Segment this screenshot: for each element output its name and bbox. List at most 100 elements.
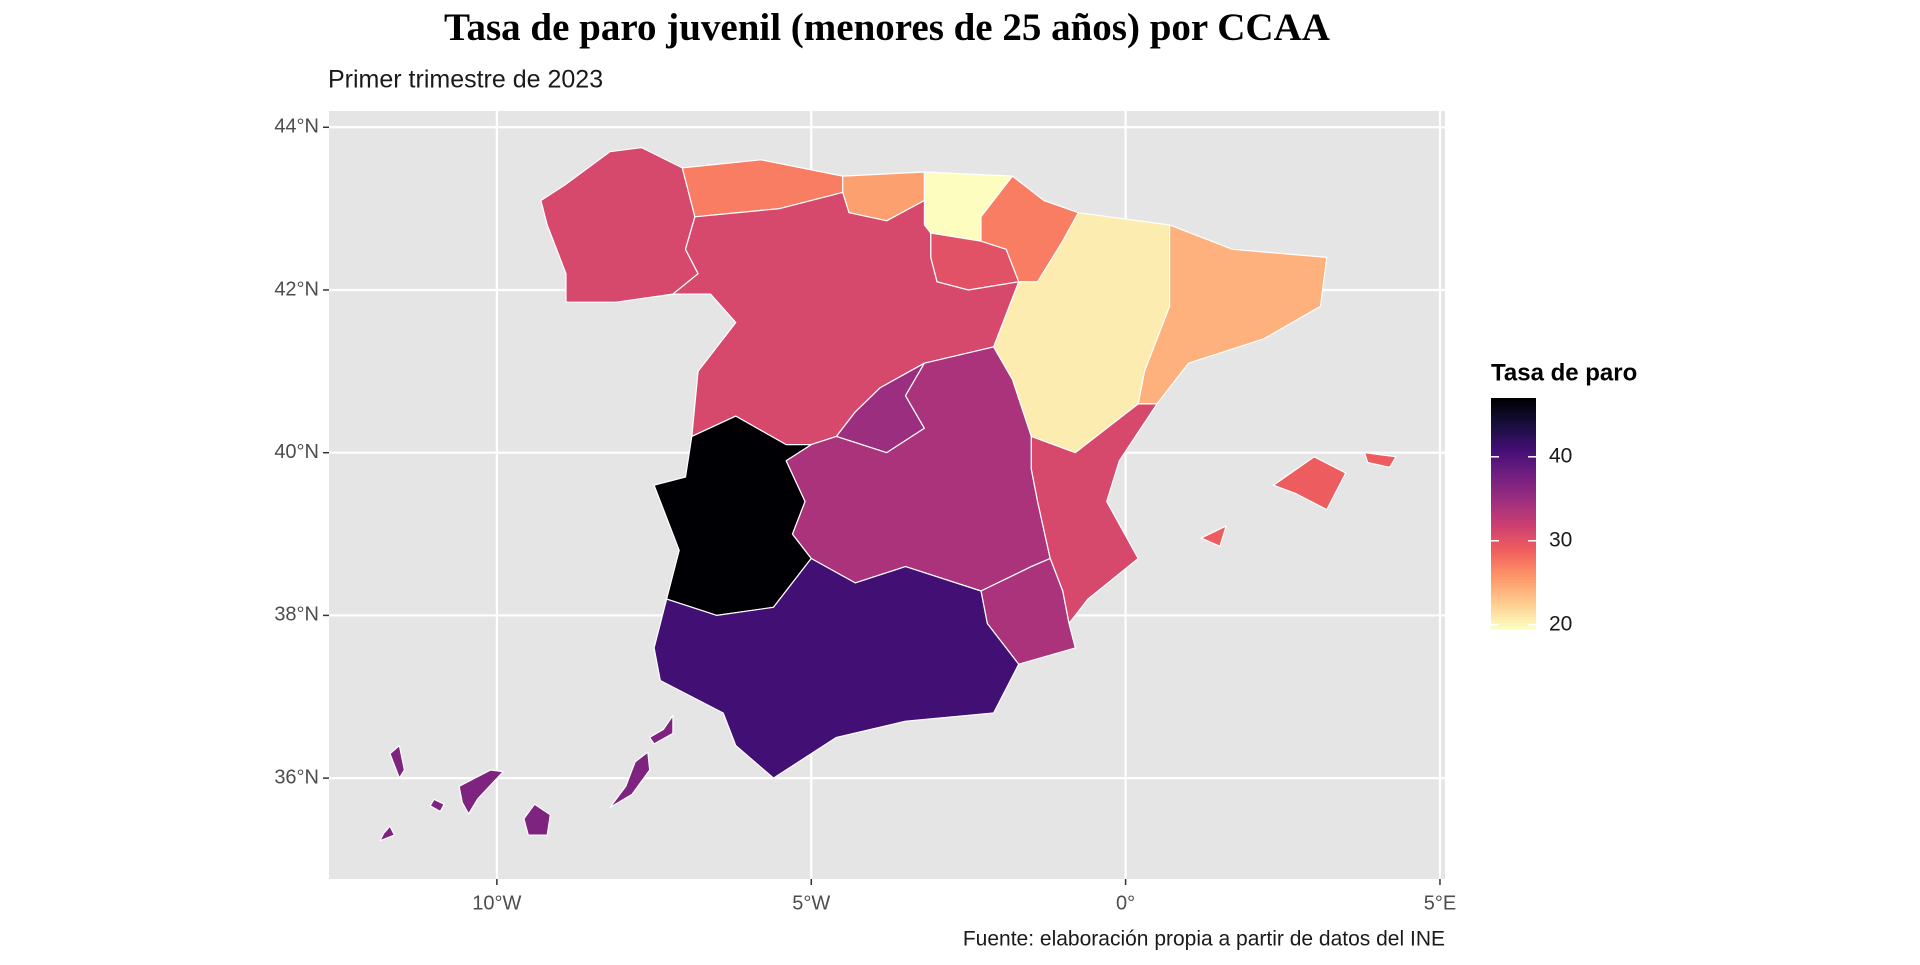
y-tick-label: 38°N: [274, 604, 319, 626]
colorbar-step: [1491, 507, 1536, 512]
colorbar-step: [1491, 562, 1536, 567]
colorbar-step: [1491, 530, 1536, 535]
chart-title: Tasa de paro juvenil (menores de 25 años…: [444, 6, 1330, 49]
colorbar-step: [1491, 582, 1536, 587]
colorbar-step: [1491, 432, 1536, 437]
colorbar-step: [1491, 423, 1536, 428]
colorbar-step: [1491, 579, 1536, 584]
colorbar-step: [1491, 551, 1536, 555]
colorbar-step: [1491, 603, 1536, 607]
region: [1137, 224, 1328, 405]
colorbar-step: [1491, 487, 1536, 491]
legend: 20 30 40: [1491, 398, 1572, 635]
colorbar-step: [1491, 608, 1536, 613]
colorbar-step: [1491, 398, 1536, 402]
colorbar-step: [1491, 435, 1536, 440]
colorbar-step: [1491, 484, 1536, 489]
colorbar-step: [1491, 493, 1536, 497]
colorbar-step: [1491, 478, 1536, 483]
colorbar-step: [1491, 588, 1536, 593]
colorbar-step: [1491, 626, 1536, 630]
colorbar-step: [1491, 496, 1536, 500]
colorbar-step: [1491, 574, 1536, 578]
colorbar-step: [1491, 533, 1536, 538]
y-tick-label: 40°N: [274, 441, 319, 463]
colorbar-step: [1491, 522, 1536, 526]
colorbar-step: [1491, 614, 1536, 619]
colorbar-step: [1491, 591, 1536, 595]
colorbar-step: [1491, 516, 1536, 520]
colorbar-step: [1491, 415, 1536, 419]
colorbar-step: [1491, 623, 1536, 627]
colorbar-step: [1491, 504, 1536, 509]
colorbar-step: [1491, 447, 1536, 451]
colorbar-step: [1491, 400, 1536, 405]
colorbar-step: [1491, 429, 1536, 434]
colorbar-step: [1491, 481, 1536, 486]
colorbar-step: [1491, 556, 1536, 561]
colorbar-step: [1491, 539, 1536, 543]
caption: Fuente: elaboración propia a partir de d…: [963, 928, 1445, 951]
colorbar-step: [1491, 501, 1536, 506]
colorbar-step: [1491, 617, 1536, 621]
legend-title: Tasa de paro: [1491, 359, 1637, 386]
colorbar-step: [1491, 611, 1536, 616]
colorbar-step: [1491, 559, 1536, 564]
legend-label: 30: [1549, 528, 1572, 551]
colorbar-step: [1491, 513, 1536, 517]
colorbar-step: [1491, 527, 1536, 532]
colorbar-step: [1491, 418, 1536, 422]
colorbar-step: [1491, 568, 1536, 572]
colorbar-step: [1491, 475, 1536, 480]
colorbar-step: [1491, 458, 1536, 463]
legend-label: 40: [1549, 444, 1572, 467]
colorbar-step: [1491, 536, 1536, 541]
colorbar-step: [1491, 438, 1536, 442]
colorbar-step: [1491, 461, 1536, 466]
region: [653, 557, 1020, 779]
colorbar-step: [1491, 409, 1536, 414]
chart-subtitle: Primer trimestre de 2023: [328, 66, 603, 94]
colorbar-step: [1491, 499, 1536, 503]
y-tick-label: 42°N: [274, 278, 319, 300]
colorbar-step: [1491, 565, 1536, 569]
colorbar-step: [1491, 464, 1536, 468]
colorbar-step: [1491, 542, 1536, 546]
colorbar-step: [1491, 510, 1536, 515]
colorbar-step: [1491, 605, 1536, 610]
colorbar-step: [1491, 553, 1536, 558]
colorbar-step: [1491, 470, 1536, 474]
colorbar-step: [1491, 594, 1536, 598]
colorbar-step: [1491, 452, 1536, 457]
legend-label: 20: [1549, 612, 1572, 635]
colorbar-step: [1491, 403, 1536, 408]
x-tick-label: 0°: [1116, 892, 1135, 914]
colorbar-step: [1491, 577, 1536, 581]
colorbar-step: [1491, 455, 1536, 460]
colorbar-step: [1491, 600, 1536, 604]
colorbar-step: [1491, 585, 1536, 590]
x-tick-label: 5°E: [1424, 892, 1456, 914]
colorbar-step: [1491, 412, 1536, 416]
colorbar-step: [1491, 545, 1536, 549]
colorbar-step: [1491, 467, 1536, 471]
x-tick-label: 10°W: [472, 892, 521, 914]
colorbar-step: [1491, 449, 1536, 454]
x-tick-label: 5°W: [792, 892, 830, 914]
y-tick-label: 44°N: [274, 116, 319, 138]
colorbar-step: [1491, 597, 1536, 601]
colorbar-step: [1491, 548, 1536, 552]
region: [379, 714, 674, 842]
colorbar-step: [1491, 620, 1536, 624]
colorbar-step: [1491, 444, 1536, 448]
colorbar-step: [1491, 426, 1536, 431]
colorbar-step: [1491, 525, 1536, 529]
colorbar-step: [1491, 490, 1536, 494]
y-tick-label: 36°N: [274, 766, 319, 788]
colorbar-step: [1491, 421, 1536, 425]
colorbar-step: [1491, 406, 1536, 411]
colorbar-step: [1491, 473, 1536, 477]
colorbar-step: [1491, 519, 1536, 523]
